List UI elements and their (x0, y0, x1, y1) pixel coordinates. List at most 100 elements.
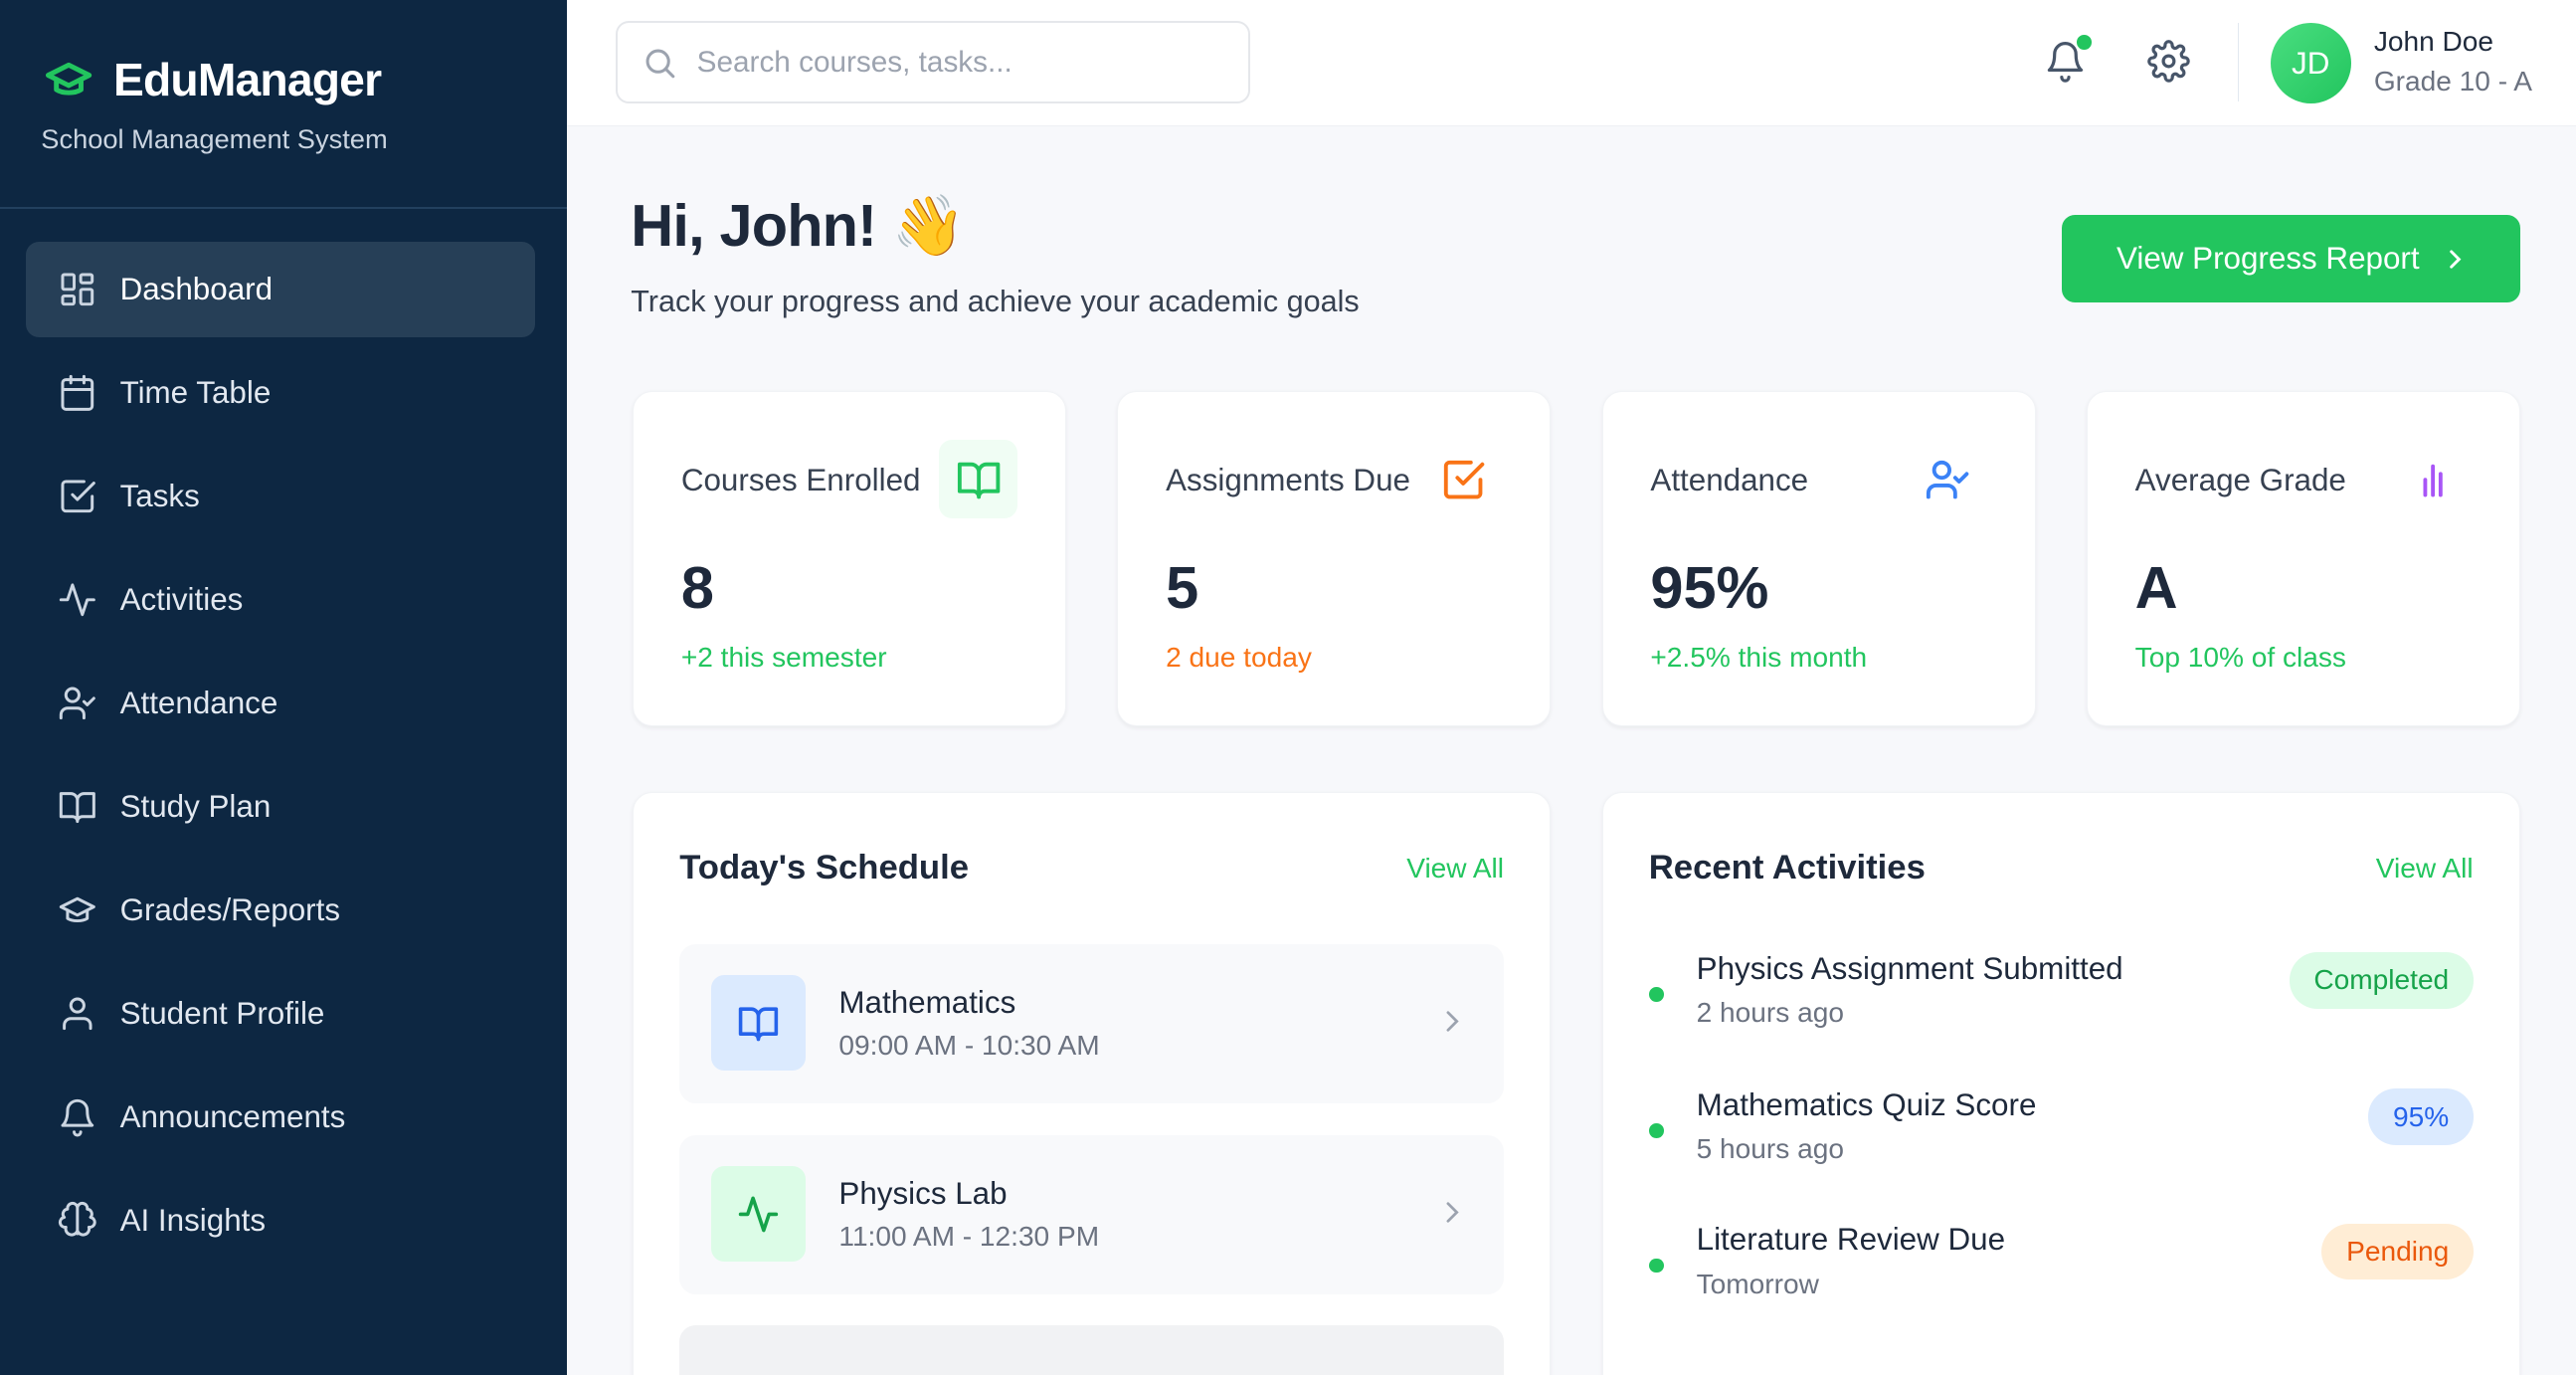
activity-icon (59, 583, 95, 617)
sidebar-item-label: Announcements (119, 1099, 346, 1135)
checkbox-icon (1423, 440, 1502, 518)
activity-title: Physics Assignment Submitted (1696, 950, 2123, 986)
user-check-icon (59, 687, 95, 720)
sidebar-item-label: Activities (119, 581, 244, 617)
stat-note: Top 10% of class (2134, 642, 2346, 674)
panel-title: Recent Activities (1648, 849, 1926, 887)
user-grade: Grade 10 - A (2373, 66, 2533, 98)
brain-icon (58, 1202, 96, 1237)
activity-item[interactable]: Physics Assignment Submitted 2 hours ago… (1648, 950, 2474, 1050)
app-name: EduManager (112, 53, 382, 105)
recent-activities-panel: Recent Activities View All Physics Assig… (1601, 792, 2520, 1375)
stat-label: Attendance (1650, 463, 1809, 498)
schedule-panel: Today's Schedule View All Mathematics 09… (632, 792, 1552, 1375)
stat-label: Average Grade (2134, 463, 2346, 498)
status-badge: Completed (2289, 952, 2474, 1009)
activity-time: Tomorrow (1696, 1268, 1819, 1299)
stat-note: +2.5% this month (1650, 642, 1868, 674)
user-check-icon (1909, 440, 1987, 518)
sidebar-item-label: Time Table (119, 374, 272, 410)
view-all-link[interactable]: View All (2375, 852, 2474, 884)
notifications-button[interactable] (2044, 34, 2092, 86)
stat-card-assignments: Assignments Due 5 2 due today (1117, 391, 1552, 727)
search-box[interactable] (616, 21, 1250, 104)
view-all-link[interactable]: View All (1406, 852, 1505, 884)
sidebar-item-announcements[interactable]: Announcements (26, 1070, 535, 1165)
graduation-cap-icon (46, 62, 92, 96)
user-icon (62, 997, 92, 1031)
sidebar-item-student-profile[interactable]: Student Profile (26, 966, 535, 1062)
search-icon (645, 49, 674, 78)
schedule-item[interactable]: Physics Lab 11:00 AM - 12:30 PM (679, 1134, 1505, 1294)
schedule-item[interactable]: Mathematics 09:00 AM - 10:30 AM (679, 944, 1505, 1104)
stat-note: +2 this semester (680, 642, 887, 674)
stat-card-courses: Courses Enrolled 8 +2 this semester (632, 391, 1066, 727)
user-name: John Doe (2373, 26, 2494, 58)
sidebar-item-attendance[interactable]: Attendance (26, 656, 535, 751)
activity-title: Literature Review Due (1696, 1222, 2006, 1258)
divider (2237, 23, 2240, 102)
book-open-icon (939, 440, 1018, 519)
stat-label: Assignments Due (1166, 463, 1410, 498)
chevron-right-icon (1446, 1202, 1459, 1223)
graduation-cap-icon (59, 896, 95, 923)
schedule-subject: Mathematics (838, 985, 1016, 1021)
top-header: JD John Doe Grade 10 - A (566, 0, 2576, 127)
search-input[interactable] (696, 45, 1223, 80)
activity-title: Mathematics Quiz Score (1696, 1086, 2037, 1122)
schedule-item[interactable] (679, 1325, 1505, 1375)
sidebar-item-label: Dashboard (119, 271, 274, 306)
schedule-time: 09:00 AM - 10:30 AM (838, 1030, 1100, 1061)
bell-icon (2047, 41, 2083, 83)
activity-time: 2 hours ago (1696, 996, 1844, 1028)
stat-card-average-grade: Average Grade A Top 10% of class (2086, 391, 2520, 727)
bar-chart-icon (2393, 440, 2472, 518)
sidebar-item-grades-reports[interactable]: Grades/Reports (26, 863, 535, 958)
sidebar-item-label: Grades/Reports (119, 891, 341, 927)
chevron-right-icon (2449, 249, 2462, 269)
sidebar-item-study-plan[interactable]: Study Plan (26, 759, 535, 855)
notification-dot (2076, 34, 2092, 50)
sidebar-item-activities[interactable]: Activities (26, 552, 535, 648)
sidebar-item-label: Study Plan (119, 788, 272, 824)
stat-value: 5 (1166, 554, 1199, 621)
app-subtitle: School Management System (41, 122, 388, 154)
book-icon (59, 792, 95, 824)
page-subtitle: Track your progress and achieve your aca… (631, 284, 1360, 318)
logo[interactable]: EduManager (41, 53, 382, 106)
button-label: View Progress Report (2116, 241, 2420, 277)
checkbox-icon (61, 480, 95, 513)
stat-label: Courses Enrolled (680, 463, 921, 498)
sidebar-item-label: Tasks (119, 478, 200, 513)
sidebar-item-ai-insights[interactable]: AI Insights (26, 1173, 535, 1269)
stat-value: 8 (680, 554, 714, 621)
divider (0, 207, 567, 209)
stat-card-attendance: Attendance 95% +2.5% this month (1601, 391, 2036, 727)
sidebar-item-dashboard[interactable]: Dashboard (26, 241, 536, 337)
sidebar: EduManager School Management System Dash… (0, 0, 567, 1375)
activity-item[interactable]: Mathematics Quiz Score 5 hours ago 95% (1648, 1086, 2474, 1186)
page-title: Hi, John! 👋 (631, 191, 966, 259)
sidebar-item-tasks[interactable]: Tasks (26, 449, 535, 544)
status-dot (1648, 987, 1664, 1002)
chevron-right-icon (1446, 1011, 1459, 1032)
view-progress-report-button[interactable]: View Progress Report (2062, 215, 2520, 302)
stat-value: A (2134, 554, 2178, 621)
panel-title: Today's Schedule (679, 849, 970, 887)
schedule-time: 11:00 AM - 12:30 PM (838, 1220, 1100, 1252)
sidebar-item-time-table[interactable]: Time Table (26, 345, 535, 441)
sidebar-item-label: Attendance (119, 685, 278, 720)
status-dot (1648, 1123, 1664, 1139)
book-open-icon (710, 975, 807, 1072)
score-badge: 95% (2368, 1088, 2474, 1145)
activity-item[interactable]: Literature Review Due Tomorrow Pending (1648, 1222, 2474, 1320)
avatar[interactable]: JD (2270, 23, 2351, 104)
status-badge: Pending (2321, 1223, 2474, 1280)
sidebar-item-label: AI Insights (119, 1203, 267, 1239)
activity-time: 5 hours ago (1696, 1133, 1844, 1165)
bell-icon (61, 1099, 93, 1137)
dashboard-icon (61, 273, 93, 306)
settings-button[interactable] (2147, 39, 2193, 86)
activity-icon (710, 1166, 807, 1262)
status-dot (1648, 1258, 1664, 1274)
